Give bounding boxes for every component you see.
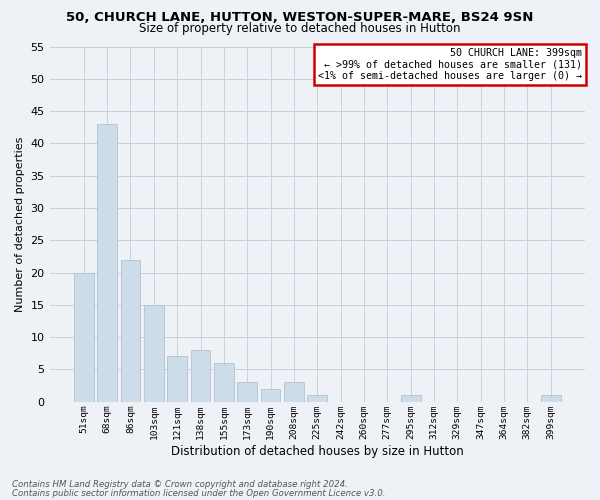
Text: 50 CHURCH LANE: 399sqm
← >99% of detached houses are smaller (131)
<1% of semi-d: 50 CHURCH LANE: 399sqm ← >99% of detache…: [319, 48, 583, 82]
Bar: [238, 382, 257, 402]
Text: Contains public sector information licensed under the Open Government Licence v3: Contains public sector information licen…: [12, 488, 386, 498]
Bar: [121, 260, 140, 402]
Bar: [284, 382, 304, 402]
Y-axis label: Number of detached properties: Number of detached properties: [15, 136, 25, 312]
Text: Contains HM Land Registry data © Crown copyright and database right 2024.: Contains HM Land Registry data © Crown c…: [12, 480, 348, 489]
Bar: [401, 395, 421, 402]
Text: 50, CHURCH LANE, HUTTON, WESTON-SUPER-MARE, BS24 9SN: 50, CHURCH LANE, HUTTON, WESTON-SUPER-MA…: [67, 11, 533, 24]
Bar: [167, 356, 187, 402]
Bar: [541, 395, 560, 402]
Bar: [191, 350, 211, 402]
X-axis label: Distribution of detached houses by size in Hutton: Distribution of detached houses by size …: [171, 444, 464, 458]
Bar: [97, 124, 117, 402]
Bar: [144, 305, 164, 402]
Bar: [260, 389, 280, 402]
Bar: [307, 395, 327, 402]
Bar: [214, 363, 234, 402]
Bar: [74, 272, 94, 402]
Text: Size of property relative to detached houses in Hutton: Size of property relative to detached ho…: [139, 22, 461, 35]
